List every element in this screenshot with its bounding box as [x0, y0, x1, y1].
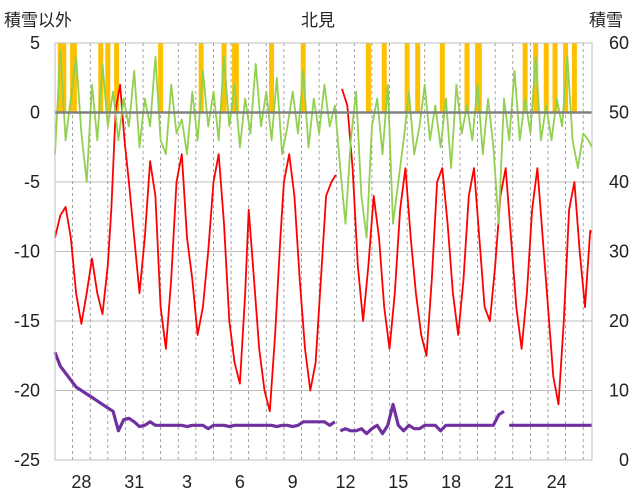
snowfall-bar: [476, 43, 482, 113]
snowfall-bar: [61, 43, 67, 113]
series-line-3: [53, 351, 336, 433]
x-tick-label: 24: [547, 472, 567, 492]
snowfall-bar: [439, 43, 445, 113]
snowfall-bar: [571, 43, 577, 113]
y-axis-right-ticks: 60 50 40 30 20 10 0: [609, 33, 629, 470]
x-tick-label: 28: [71, 472, 91, 492]
y-left-tick-label: 0: [30, 103, 40, 123]
x-tick-label: 21: [494, 472, 514, 492]
snowfall-bar: [221, 43, 227, 113]
y-right-tick-label: 20: [609, 311, 629, 331]
x-axis-ticks: 28 31 3 6 9 12 15 18 21 24: [71, 472, 566, 492]
snowfall-bar: [105, 43, 111, 113]
y-right-tick-label: 40: [609, 172, 629, 192]
snowfall-bar: [233, 43, 239, 113]
y-axis-left-ticks: 5 0 -5 -10 -15 -20 -25: [14, 33, 40, 470]
plot-frame: [54, 42, 593, 461]
snowfall-bar: [365, 43, 371, 113]
chart-title: 北見: [301, 11, 335, 31]
snowfall-bar: [464, 43, 470, 113]
snowfall-bar: [158, 43, 164, 113]
snowfall-bar: [71, 43, 77, 113]
series-lines: [53, 49, 593, 436]
snowfall-bars: [57, 43, 577, 113]
x-tick-label: 6: [235, 472, 245, 492]
x-tick-label: 15: [388, 472, 408, 492]
snowfall-bar: [198, 43, 204, 113]
y-left-tick-label: -20: [14, 381, 40, 401]
x-tick-label: 12: [335, 472, 355, 492]
y-axis-left-label: 積雪以外: [4, 11, 72, 31]
y-left-tick-label: -10: [14, 242, 40, 262]
y-left-tick-label: -15: [14, 311, 40, 331]
y-left-tick-label: 5: [30, 33, 40, 53]
snowfall-bar: [533, 43, 539, 113]
x-tick-label: 31: [124, 472, 144, 492]
x-tick-label: 3: [182, 472, 192, 492]
x-tick-label: 9: [288, 472, 298, 492]
snowfall-bar: [522, 43, 528, 113]
y-left-tick-label: -5: [24, 172, 40, 192]
series-line-2: [54, 49, 593, 239]
y-left-tick-label: -25: [14, 450, 40, 470]
y-axis-right-label: 積雪: [589, 11, 623, 31]
snowfall-bar: [543, 43, 549, 113]
y-right-tick-label: 10: [609, 381, 629, 401]
snowfall-bar: [114, 43, 120, 113]
y-right-tick-label: 30: [609, 242, 629, 262]
snowfall-bar: [404, 43, 410, 113]
series-line-1: [341, 88, 593, 406]
snowfall-bar: [381, 43, 387, 113]
y-right-tick-label: 0: [619, 450, 629, 470]
snowfall-bar: [269, 43, 275, 113]
y-right-tick-label: 50: [609, 103, 629, 123]
snowfall-bar: [57, 43, 63, 113]
series-line-0: [54, 83, 337, 413]
snowfall-bar: [552, 43, 558, 113]
x-tick-label: 18: [441, 472, 461, 492]
y-right-tick-label: 60: [609, 33, 629, 53]
snowfall-bar: [415, 43, 421, 113]
series-line-4: [339, 402, 505, 436]
